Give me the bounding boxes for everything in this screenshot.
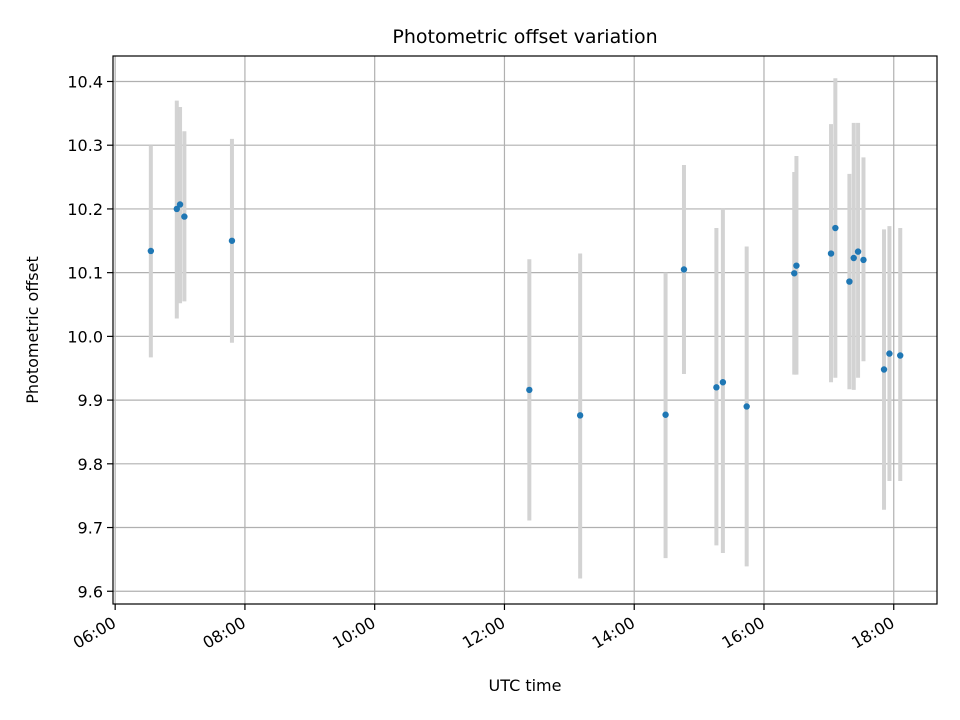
y-tick-label: 10.0 bbox=[67, 327, 103, 346]
y-tick-label: 10.4 bbox=[67, 72, 103, 91]
data-point bbox=[850, 254, 857, 262]
data-point bbox=[526, 386, 533, 394]
data-point bbox=[680, 266, 688, 273]
data-point bbox=[173, 205, 181, 213]
y-axis-ticks: 9.6 9.7 9.8 9.9 10.0 10.1 10.2 10.3 10.4 bbox=[67, 72, 113, 601]
x-axis-title: UTC time bbox=[489, 676, 562, 695]
data-point bbox=[886, 350, 893, 357]
data-point bbox=[854, 248, 862, 255]
data-point bbox=[743, 403, 750, 410]
y-tick-label: 9.6 bbox=[78, 582, 103, 601]
data-point bbox=[719, 379, 727, 386]
y-tick-label: 9.7 bbox=[78, 519, 103, 538]
data-point bbox=[662, 411, 669, 418]
y-tick-label: 10.1 bbox=[67, 264, 103, 283]
grid-lines bbox=[113, 56, 937, 604]
y-tick-label: 9.8 bbox=[78, 455, 103, 474]
y-tick-label: 10.3 bbox=[67, 136, 103, 155]
data-point bbox=[791, 270, 798, 277]
data-point bbox=[576, 412, 584, 419]
data-point bbox=[713, 384, 720, 391]
data-point bbox=[897, 352, 904, 359]
data-point bbox=[880, 366, 888, 373]
data-point bbox=[147, 247, 155, 255]
data-point bbox=[832, 224, 839, 232]
chart-title: Photometric offset variation bbox=[392, 26, 657, 48]
data-point bbox=[176, 201, 184, 208]
data-point bbox=[181, 213, 188, 220]
y-tick-label: 9.9 bbox=[78, 391, 103, 410]
y-tick-label: 10.2 bbox=[67, 200, 103, 219]
data-point bbox=[860, 256, 867, 264]
data-point bbox=[228, 237, 236, 244]
data-point bbox=[793, 262, 800, 269]
y-axis-title: Photometric offset bbox=[23, 256, 42, 404]
plot-frame bbox=[112, 55, 938, 605]
data-points bbox=[147, 201, 904, 419]
data-point bbox=[846, 278, 853, 285]
data-point bbox=[827, 250, 835, 257]
